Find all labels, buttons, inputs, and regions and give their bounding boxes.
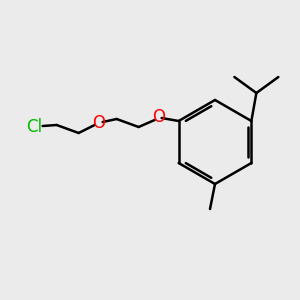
Text: O: O: [152, 108, 165, 126]
Text: Cl: Cl: [27, 118, 43, 136]
Text: O: O: [92, 114, 105, 132]
